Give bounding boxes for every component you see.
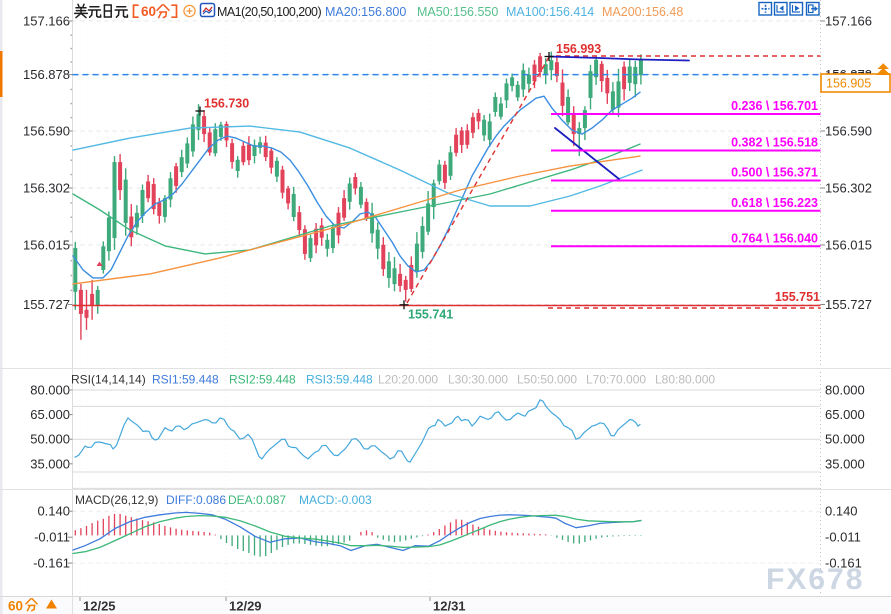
svg-text:156.590: 156.590 xyxy=(23,124,70,139)
svg-text:155.741: 155.741 xyxy=(408,308,453,322)
svg-text:65.000: 65.000 xyxy=(30,407,70,422)
svg-text:-0.011: -0.011 xyxy=(825,530,861,545)
svg-text:MA100:156.414: MA100:156.414 xyxy=(506,5,594,19)
svg-text:155.727: 155.727 xyxy=(23,297,70,312)
svg-text:-0.161: -0.161 xyxy=(825,556,862,571)
svg-text:RSI3:59.448: RSI3:59.448 xyxy=(306,373,373,387)
svg-text:0.140: 0.140 xyxy=(825,504,858,519)
svg-text:50.000: 50.000 xyxy=(30,432,70,447)
svg-text:RSI1:59.448: RSI1:59.448 xyxy=(152,373,219,387)
svg-text:0.618 \ 156.223: 0.618 \ 156.223 xyxy=(731,196,818,210)
svg-text:155.727: 155.727 xyxy=(825,297,872,312)
svg-text:35.000: 35.000 xyxy=(30,456,70,471)
svg-text:L70:70.000: L70:70.000 xyxy=(586,373,646,387)
svg-text:FX678: FX678 xyxy=(766,563,864,596)
svg-text:156.015: 156.015 xyxy=(825,238,872,253)
svg-text:156.993: 156.993 xyxy=(556,42,601,56)
svg-text:L20:20.000: L20:20.000 xyxy=(378,373,438,387)
svg-text:MA50:156.550: MA50:156.550 xyxy=(417,5,498,19)
svg-text:12/29: 12/29 xyxy=(229,599,262,614)
svg-text:35.000: 35.000 xyxy=(825,456,865,471)
svg-text:L80:80.000: L80:80.000 xyxy=(655,373,715,387)
svg-text:MA20:156.800: MA20:156.800 xyxy=(325,5,406,19)
svg-text:DEA:0.087: DEA:0.087 xyxy=(228,493,286,507)
svg-text:-0.011: -0.011 xyxy=(34,530,70,545)
svg-text:155.751: 155.751 xyxy=(775,290,820,304)
svg-text:157.166: 157.166 xyxy=(23,14,70,29)
svg-text:65.000: 65.000 xyxy=(825,407,865,422)
svg-text:DIFF:0.086: DIFF:0.086 xyxy=(166,493,226,507)
svg-text:60: 60 xyxy=(8,599,23,614)
svg-text:156.015: 156.015 xyxy=(23,238,70,253)
svg-text:80.000: 80.000 xyxy=(825,383,865,398)
svg-text:157.166: 157.166 xyxy=(825,14,872,29)
svg-text:0.764 \ 156.040: 0.764 \ 156.040 xyxy=(731,231,818,245)
svg-text:MA200:156.48: MA200:156.48 xyxy=(602,5,683,19)
svg-text:156.730: 156.730 xyxy=(204,97,249,111)
svg-text:0.140: 0.140 xyxy=(37,504,70,519)
svg-text:0.236 \ 156.701: 0.236 \ 156.701 xyxy=(731,99,818,113)
svg-text:156.302: 156.302 xyxy=(825,181,872,196)
svg-text:80.000: 80.000 xyxy=(30,383,70,398)
svg-text:12/31: 12/31 xyxy=(433,599,466,614)
svg-text:156.590: 156.590 xyxy=(825,124,872,139)
svg-text:RSI2:59.448: RSI2:59.448 xyxy=(229,373,296,387)
svg-text:50.000: 50.000 xyxy=(825,432,865,447)
svg-text:60: 60 xyxy=(141,4,156,19)
svg-text:MACD:-0.003: MACD:-0.003 xyxy=(299,493,372,507)
svg-text:RSI(14,14,14): RSI(14,14,14) xyxy=(71,373,146,387)
svg-text:0.382 \ 156.518: 0.382 \ 156.518 xyxy=(731,136,818,150)
svg-text:L30:30.000: L30:30.000 xyxy=(448,373,508,387)
svg-text:L50:50.000: L50:50.000 xyxy=(517,373,577,387)
svg-text:12/25: 12/25 xyxy=(83,599,116,614)
svg-text:-0.161: -0.161 xyxy=(33,556,70,571)
svg-text:156.878: 156.878 xyxy=(23,67,70,82)
svg-text:MACD(26,12,9): MACD(26,12,9) xyxy=(75,493,158,507)
svg-text:0.500 \ 156.371: 0.500 \ 156.371 xyxy=(731,166,818,180)
svg-text:MA1(20,50,100,200): MA1(20,50,100,200) xyxy=(217,5,321,19)
svg-text:156.302: 156.302 xyxy=(23,181,70,196)
svg-text:156.905: 156.905 xyxy=(826,77,871,91)
